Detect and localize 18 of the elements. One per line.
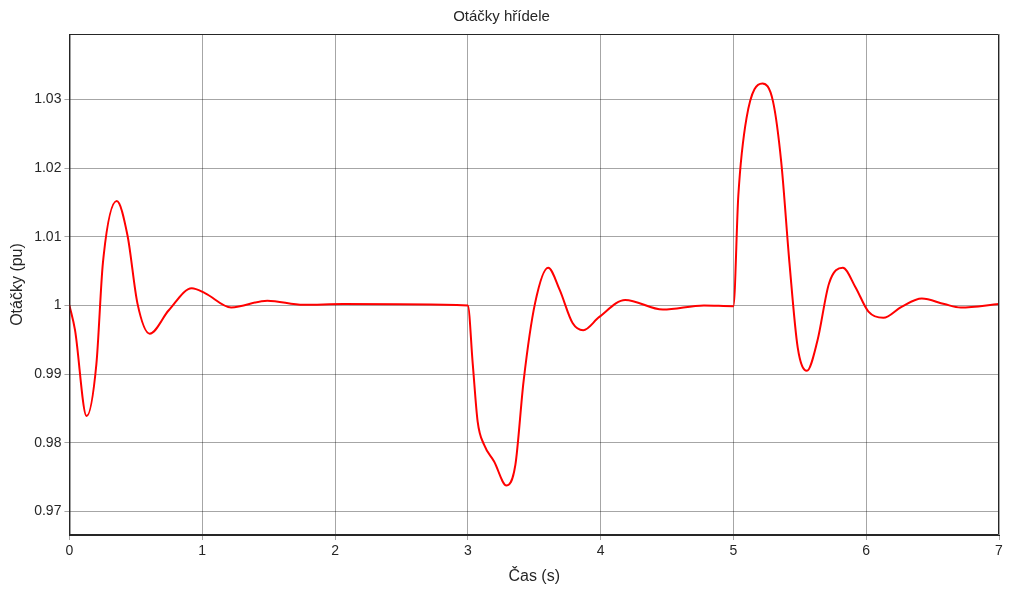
chart-title: Otáčky hřídele <box>453 7 550 25</box>
x-tick-label: 5 <box>729 542 738 559</box>
x-tick-label: 6 <box>862 542 871 559</box>
x-tick-label: 0 <box>65 542 74 559</box>
y-tick-label: 1.02 <box>34 158 62 175</box>
y-tick-label: 0.97 <box>34 502 62 519</box>
y-axis-title: Otáčky (pu) <box>8 243 26 326</box>
y-tick-label: 1.01 <box>34 227 62 244</box>
y-tick-label: 1 <box>53 296 62 313</box>
x-tick-label: 4 <box>596 542 605 559</box>
x-tick-label: 7 <box>995 542 1004 559</box>
y-tick-label: 0.98 <box>34 433 62 450</box>
y-tick-label: 1.03 <box>34 90 62 107</box>
y-tick-label: 0.99 <box>34 365 62 382</box>
x-tick-label: 1 <box>198 542 207 559</box>
x-tick-label: 3 <box>463 542 472 559</box>
x-axis-title: Čas (s) <box>508 565 561 584</box>
x-tick-label: 2 <box>331 542 340 559</box>
